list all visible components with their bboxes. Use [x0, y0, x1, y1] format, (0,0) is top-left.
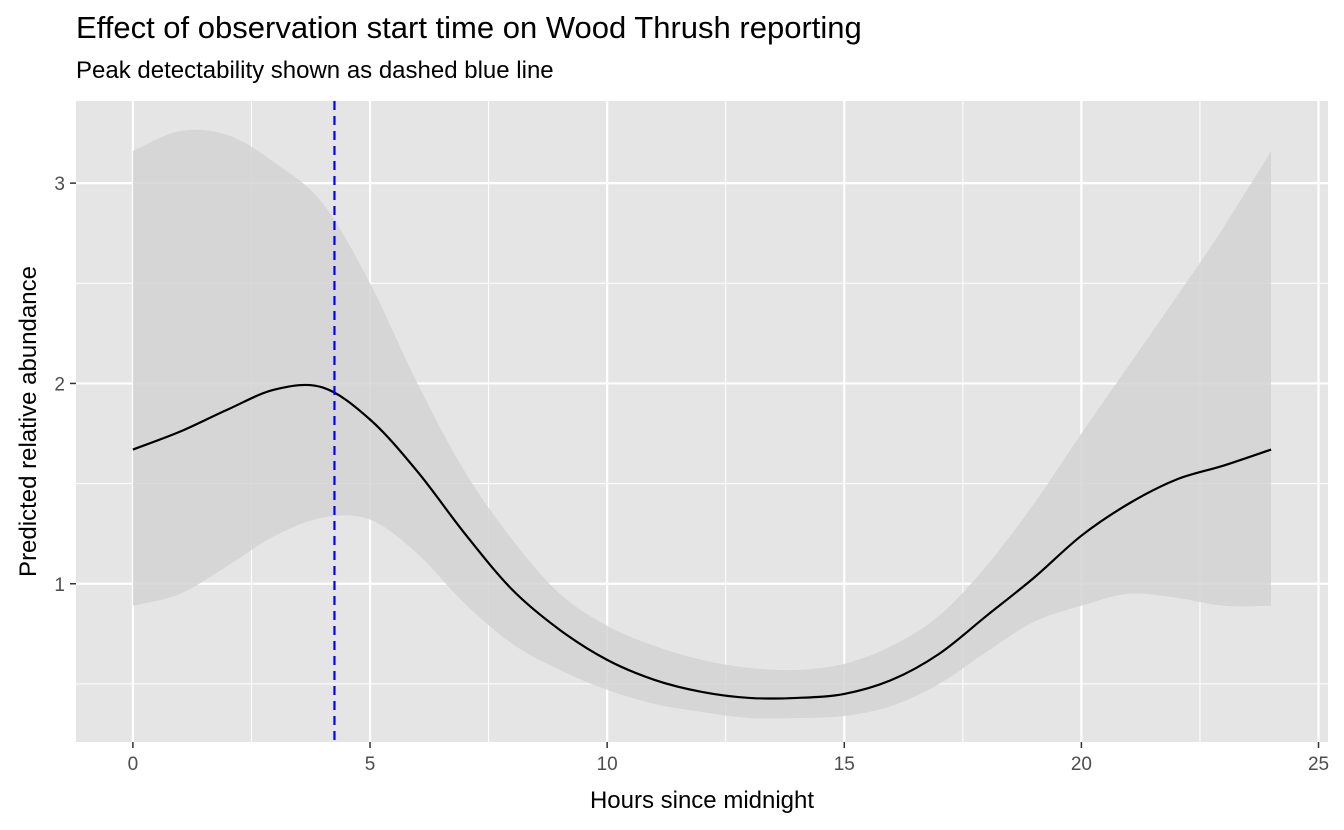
y-tick-label: 2: [54, 374, 65, 395]
x-tick-label: 0: [128, 754, 139, 775]
y-tick-label: 1: [54, 575, 65, 596]
chart-subtitle: Peak detectability shown as dashed blue …: [76, 57, 554, 84]
confidence-ribbon: [132, 129, 1272, 719]
y-axis-title: Predicted relative abundance: [15, 266, 42, 577]
x-tick-label: 15: [834, 754, 855, 775]
x-tick-label: 10: [597, 754, 618, 775]
x-tick-label: 25: [1308, 754, 1329, 775]
x-axis-title: Hours since midnight: [590, 787, 814, 814]
x-tick-label: 20: [1071, 754, 1092, 775]
y-axis: 1 2 3: [54, 174, 76, 596]
chart-title: Effect of observation start time on Wood…: [76, 10, 862, 45]
x-tick-label: 5: [365, 754, 376, 775]
fitted-line: [132, 383, 1272, 700]
y-tick-label: 3: [54, 174, 65, 195]
x-axis: 0 5 10 15 20 25: [128, 742, 1329, 775]
